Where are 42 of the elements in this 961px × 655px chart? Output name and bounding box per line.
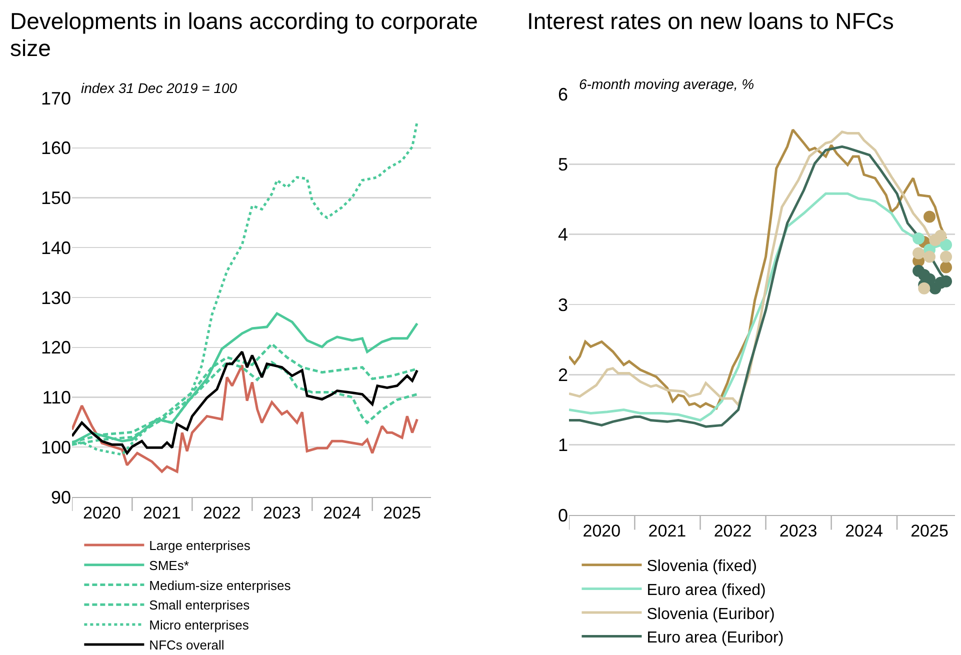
- y-tick-label: 3: [558, 294, 568, 315]
- y-tick-label: 100: [40, 437, 71, 458]
- x-tick-label: 2022: [714, 522, 752, 541]
- x-tick-label: 2024: [323, 504, 361, 523]
- legend-label: Euro area (Euribor): [646, 630, 784, 647]
- y-tick-label: 1: [558, 435, 568, 456]
- x-tick-label: 2024: [845, 522, 883, 541]
- x-tick-label: 2020: [582, 522, 621, 541]
- legend-label: Large enterprises: [149, 538, 251, 554]
- x-tick-label: 2025: [910, 522, 948, 541]
- y-tick-label: 120: [40, 338, 71, 358]
- chart-subtitle: index 31 Dec 2019 = 100: [81, 80, 238, 96]
- x-tick-label: 2023: [262, 504, 301, 523]
- chart-title: Interest rates on new loans to NFCs: [527, 8, 895, 35]
- legend-label: NFCs overall: [149, 638, 224, 653]
- x-tick-label: 2022: [202, 504, 241, 523]
- y-tick-label: 160: [40, 138, 71, 158]
- legend-label: Medium-size enterprises: [149, 578, 292, 593]
- y-tick-label: 4: [558, 224, 568, 245]
- legend-label: Small enterprises: [149, 598, 250, 613]
- y-tick-label: 6: [558, 84, 568, 104]
- x-tick-label: 2025: [383, 504, 421, 523]
- y-tick-label: 90: [50, 487, 71, 508]
- x-tick-label: 2021: [648, 522, 686, 541]
- x-tick-label: 2020: [83, 504, 121, 523]
- y-tick-label: 140: [40, 238, 71, 258]
- x-tick-label: 2023: [779, 522, 818, 541]
- y-tick-label: 170: [40, 88, 71, 108]
- legend-label: Slovenia (Euribor): [646, 606, 775, 623]
- legend-label: Slovenia (fixed): [646, 558, 757, 576]
- legend-label: Euro area (fixed): [646, 582, 766, 599]
- y-tick-label: 130: [40, 288, 71, 308]
- y-tick-label: 150: [40, 188, 71, 208]
- legend-label: SMEs*: [149, 558, 189, 573]
- y-tick-label: 110: [42, 388, 71, 408]
- chart-subtitle: 6-month moving average, %: [579, 76, 754, 92]
- x-tick-label: 2021: [142, 504, 181, 523]
- y-tick-label: 2: [558, 364, 568, 385]
- legend-label: Micro enterprises: [149, 618, 250, 633]
- chart-title: Developments in loans according to corporate size: [10, 8, 479, 62]
- y-tick-label: 5: [558, 154, 568, 174]
- y-tick-label: 0: [558, 505, 568, 526]
